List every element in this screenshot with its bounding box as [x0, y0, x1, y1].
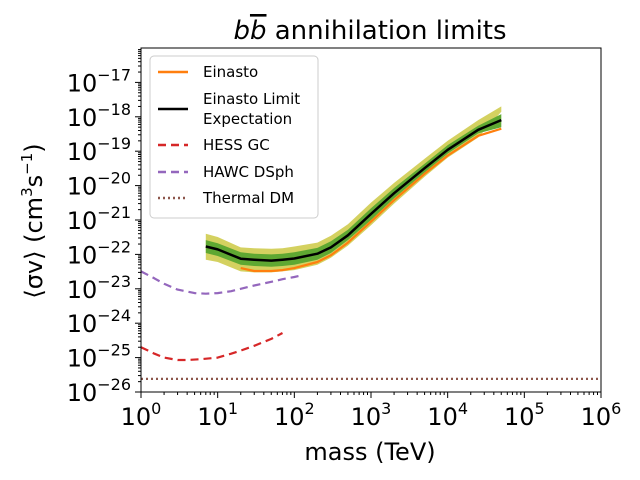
band-1-sigma	[205, 114, 502, 267]
series-lines	[140, 118, 601, 380]
legend-label-expectation-line1: Einasto Limit	[203, 90, 300, 108]
y-tick-label: 10−22	[67, 237, 131, 269]
y-axis-ticks: 10−2610−2510−2410−2310−2210−2110−2010−19…	[67, 49, 141, 407]
y-tick-label: 10−21	[67, 203, 131, 235]
x-axis-label: mass (TeV)	[304, 438, 435, 466]
title-b-bar: b	[250, 16, 267, 46]
x-tick-label: 101	[197, 399, 238, 431]
legend: Einasto Einasto Limit Expectation HESS G…	[149, 55, 319, 219]
legend-label-expectation-line2: Expectation	[203, 110, 292, 128]
x-axis-ticks: 100 101 102 103 104 105 106	[121, 392, 622, 431]
legend-box	[149, 55, 319, 219]
legend-label-thermal: Thermal DM	[202, 189, 294, 207]
y-tick-label: 10−17	[67, 65, 131, 97]
y-tick-label: 10−23	[67, 272, 131, 304]
x-tick-label: 103	[351, 399, 392, 431]
legend-label-hess: HESS GC	[203, 136, 270, 154]
y-axis-label: ⟨σv⟩ (cm3s−1)	[18, 143, 48, 298]
y-tick-label: 10−25	[67, 341, 131, 373]
legend-label-einasto: Einasto	[203, 63, 258, 81]
x-tick-label: 100	[121, 399, 162, 431]
x-tick-label: 104	[427, 399, 468, 431]
y-tick-label: 10−20	[67, 169, 131, 201]
x-tick-label: 106	[581, 399, 622, 431]
y-tick-label: 10−19	[67, 134, 131, 166]
y-tick-label: 10−26	[67, 375, 131, 407]
series-hess-gc	[140, 332, 284, 362]
x-tick-label: 102	[274, 399, 315, 431]
series-einasto	[240, 127, 502, 273]
x-tick-label: 105	[504, 399, 545, 431]
chart-title: bb annihilation limits	[233, 16, 506, 46]
y-tick-label: 10−24	[67, 306, 131, 338]
legend-label-hawc: HAWC DSph	[203, 163, 294, 181]
series-einasto-limit-expectation	[205, 118, 502, 262]
series-hawc-dsph	[140, 270, 301, 295]
y-tick-label: 10−18	[67, 100, 131, 132]
